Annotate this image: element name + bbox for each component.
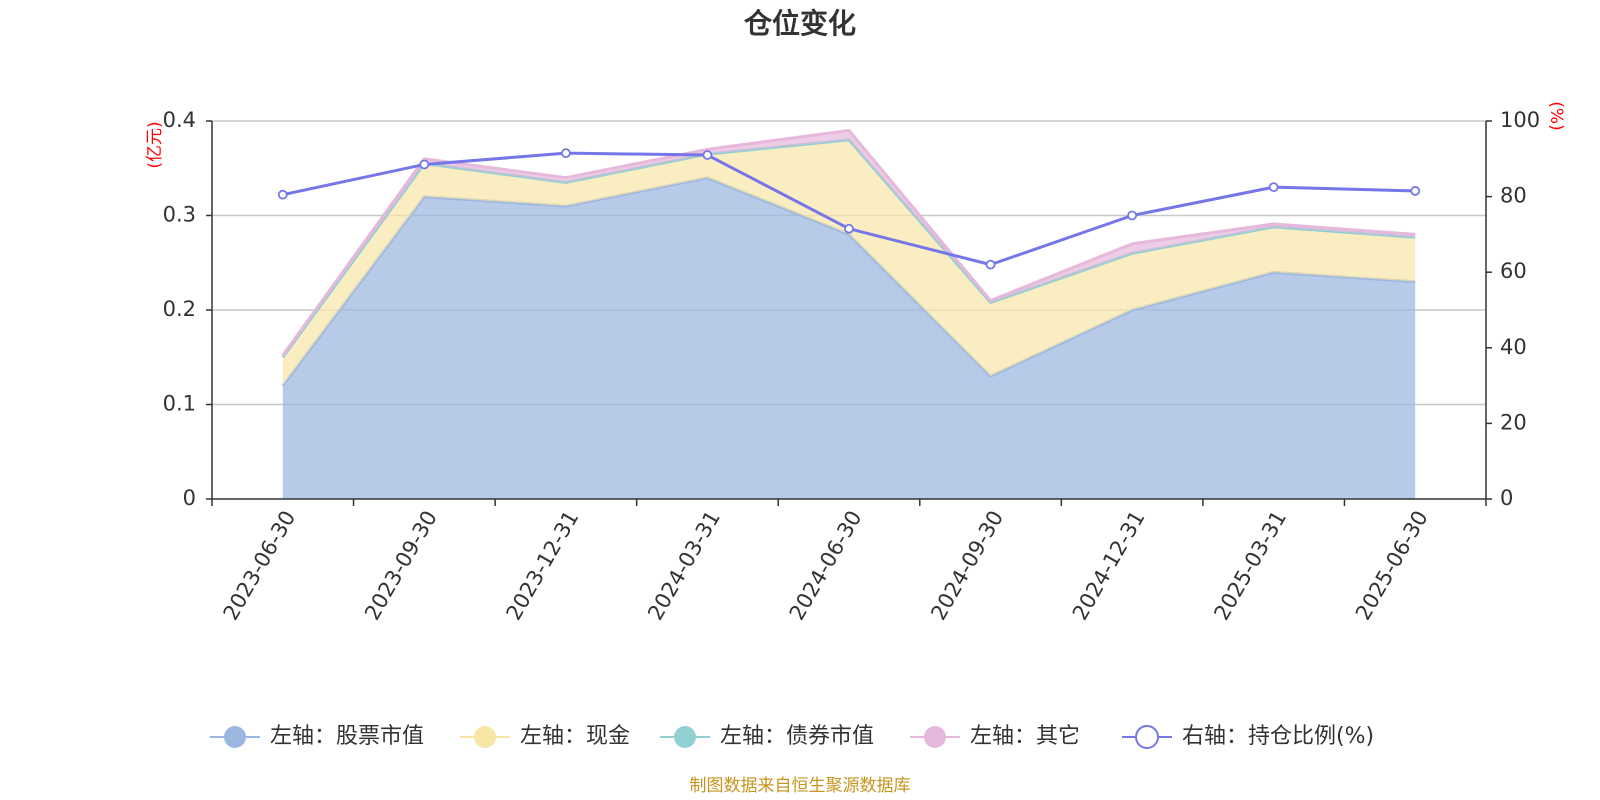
x-axis-tick-label: 2024-12-31 bbox=[1068, 507, 1150, 625]
holding-ratio-point bbox=[844, 223, 854, 234]
area-edge-3 bbox=[281, 128, 1416, 357]
source-note: 制图数据来自恒生聚源数据库 bbox=[690, 776, 911, 796]
x-axis-tick-label: 2024-09-30 bbox=[926, 507, 1008, 625]
x-axis-tick-label: 2023-09-30 bbox=[360, 507, 442, 625]
holding-ratio-point bbox=[1410, 186, 1421, 196]
right-axis-tick-label: 60 bbox=[1500, 259, 1527, 283]
legend-marker bbox=[224, 726, 246, 748]
legend-marker bbox=[924, 726, 946, 748]
left-axis-tick-label: 0.3 bbox=[163, 203, 196, 227]
legend-label: 左轴：现金 bbox=[520, 724, 630, 749]
legend-item: 左轴：股票市值 bbox=[210, 724, 424, 749]
area-0 bbox=[282, 177, 1416, 499]
holding-ratio-point bbox=[277, 189, 288, 200]
legend-item: 右轴：持仓比例(%) bbox=[1122, 724, 1374, 749]
holding-ratio-point bbox=[560, 148, 571, 159]
holding-ratio-point bbox=[1127, 210, 1138, 221]
left-axis-tick-label: 0.4 bbox=[163, 108, 196, 132]
holding-ratio-point bbox=[985, 259, 996, 270]
line-series bbox=[277, 148, 1421, 270]
right-axis-tick-label: 80 bbox=[1500, 184, 1527, 208]
left-axis-unit: (亿元) bbox=[145, 121, 165, 168]
legend-label: 左轴：债券市值 bbox=[720, 724, 874, 749]
x-axis-tick-label: 2025-03-31 bbox=[1209, 507, 1291, 625]
legend-marker bbox=[474, 726, 496, 748]
legend-label: 左轴：其它 bbox=[970, 724, 1080, 749]
holding-ratio-point bbox=[702, 150, 713, 160]
x-axis-tick-label: 2023-06-30 bbox=[218, 507, 300, 625]
left-axis-tick-label: 0.1 bbox=[163, 392, 196, 416]
x-axis-tick-label: 2024-03-31 bbox=[643, 507, 725, 625]
legend-marker bbox=[1135, 725, 1159, 749]
holding-ratio-point bbox=[419, 159, 430, 170]
legend-label: 左轴：股票市值 bbox=[270, 724, 424, 749]
legend-item: 左轴：现金 bbox=[460, 724, 630, 749]
holding-ratio-point bbox=[1268, 182, 1279, 193]
legend-label: 右轴：持仓比例(%) bbox=[1182, 724, 1374, 749]
right-axis-tick-label: 20 bbox=[1500, 410, 1527, 434]
legend: 左轴：股票市值 左轴：现金 左轴：债券市值 左轴：其它 右轴：持仓比例(%) bbox=[210, 724, 1374, 749]
chart-title: 仓位变化 bbox=[744, 7, 856, 40]
right-axis-tick-label: 100 bbox=[1500, 108, 1540, 132]
legend-item: 左轴：债券市值 bbox=[660, 724, 874, 749]
right-axis-tick-label: 40 bbox=[1500, 335, 1527, 359]
legend-item: 左轴：其它 bbox=[910, 724, 1080, 749]
x-axis-tick-label: 2023-12-31 bbox=[502, 507, 584, 625]
right-axis-unit: (%) bbox=[1546, 101, 1566, 130]
legend-marker bbox=[674, 726, 696, 748]
x-axis-tick-label: 2025-06-30 bbox=[1351, 507, 1433, 625]
left-axis-tick-label: 0 bbox=[183, 486, 196, 510]
left-axis-tick-label: 0.2 bbox=[163, 297, 196, 321]
right-axis-tick-label: 0 bbox=[1500, 486, 1513, 510]
area-series bbox=[281, 128, 1416, 499]
area-1 bbox=[282, 139, 1416, 386]
x-axis-tick-label: 2024-06-30 bbox=[785, 507, 867, 625]
